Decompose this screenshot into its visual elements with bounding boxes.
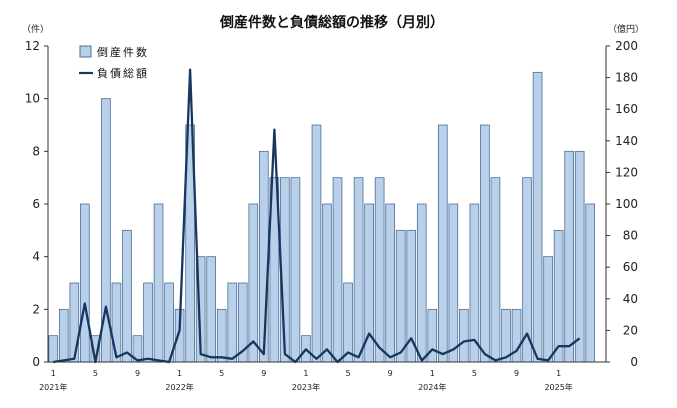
right-tick-label: 0 (630, 355, 638, 369)
right-tick-label: 20 (623, 323, 638, 337)
bar (553, 229, 564, 363)
x-year-label: 2021年 (39, 382, 67, 392)
x-month-label: 9 (135, 369, 140, 378)
x-month-label: 5 (346, 369, 351, 378)
bar (143, 282, 153, 363)
bar (395, 229, 406, 363)
x-year-label: 2024年 (418, 382, 446, 392)
right-tick-label: 180 (615, 71, 638, 85)
bar (448, 203, 459, 363)
legend-line-label: 負債総額 (97, 66, 149, 80)
left-tick-label: 6 (32, 197, 40, 211)
bar (437, 124, 448, 363)
line-series-total-debt (53, 68, 581, 364)
right-tick-label: 100 (615, 197, 638, 211)
x-year-label: 2025年 (544, 382, 572, 392)
x-month-label: 1 (556, 369, 561, 378)
x-month-label: 5 (219, 369, 224, 378)
bar (48, 335, 59, 363)
right-tick-label: 140 (615, 134, 638, 148)
x-month-label: 9 (514, 369, 519, 378)
x-month-label: 9 (261, 369, 266, 378)
x-year-label: 2023年 (292, 382, 320, 392)
bar (543, 256, 553, 363)
x-month-label: 1 (51, 369, 56, 378)
bar (416, 203, 427, 363)
right-tick-label: 160 (615, 102, 638, 116)
bar (322, 203, 332, 363)
debt-line (53, 68, 581, 364)
bar (532, 71, 543, 363)
bar (585, 203, 596, 363)
bar (69, 282, 80, 363)
x-month-label: 1 (177, 369, 182, 378)
bar (153, 203, 164, 363)
left-axis-ticks: 0 2 4 6 8 10 12 (25, 39, 48, 369)
bar (290, 177, 301, 363)
bar-series-bankruptcy-count (48, 71, 596, 363)
left-tick-label: 12 (25, 39, 40, 53)
x-month-label: 1 (303, 369, 308, 378)
bar (80, 203, 90, 363)
left-tick-label: 0 (32, 355, 40, 369)
bar (216, 308, 227, 363)
x-axis-labels: 1 5 9 1 5 9 1 5 9 1 5 9 1 2021年 2022年 2023年 2024年 2025年 (39, 369, 573, 392)
right-tick-label: 200 (615, 39, 638, 53)
bar (480, 124, 490, 363)
right-axis-ticks: 0 20 40 60 80 100 120 140 160 180 200 (606, 39, 638, 369)
right-tick-label: 40 (623, 292, 638, 306)
left-tick-label: 10 (25, 92, 40, 106)
left-axis-unit: （件） (22, 23, 49, 35)
x-month-label: 5 (472, 369, 477, 378)
axes (47, 46, 607, 363)
bar (459, 308, 469, 363)
right-tick-label: 60 (623, 260, 638, 274)
bar (374, 177, 385, 363)
bar (332, 177, 343, 363)
bar (111, 282, 122, 363)
bar (353, 177, 364, 363)
bar (122, 229, 132, 363)
bar (206, 256, 217, 363)
x-year-label: 2022年 (165, 382, 193, 392)
bar (490, 177, 501, 363)
bar (564, 150, 574, 363)
legend: 倒産件数 負債総額 (79, 45, 149, 80)
x-month-label: 1 (430, 369, 435, 378)
x-month-label: 5 (93, 369, 98, 378)
legend-bar-label: 倒産件数 (97, 46, 149, 59)
right-tick-label: 120 (615, 165, 638, 179)
chart-title: 倒産件数と負債総額の推移（月別） (219, 14, 444, 31)
bar (311, 124, 322, 363)
bar (469, 203, 480, 363)
bar (574, 150, 585, 363)
x-month-label: 9 (388, 369, 393, 378)
bar (58, 308, 69, 363)
bar (248, 203, 259, 363)
bar (385, 203, 395, 363)
bar (227, 282, 238, 363)
left-tick-label: 4 (32, 250, 40, 264)
left-tick-label: 2 (32, 302, 40, 316)
right-axis-unit: （億円） (608, 23, 644, 35)
left-tick-label: 8 (32, 144, 40, 158)
right-tick-label: 80 (623, 229, 638, 243)
bar (343, 282, 353, 363)
legend-bar-swatch (79, 45, 92, 58)
